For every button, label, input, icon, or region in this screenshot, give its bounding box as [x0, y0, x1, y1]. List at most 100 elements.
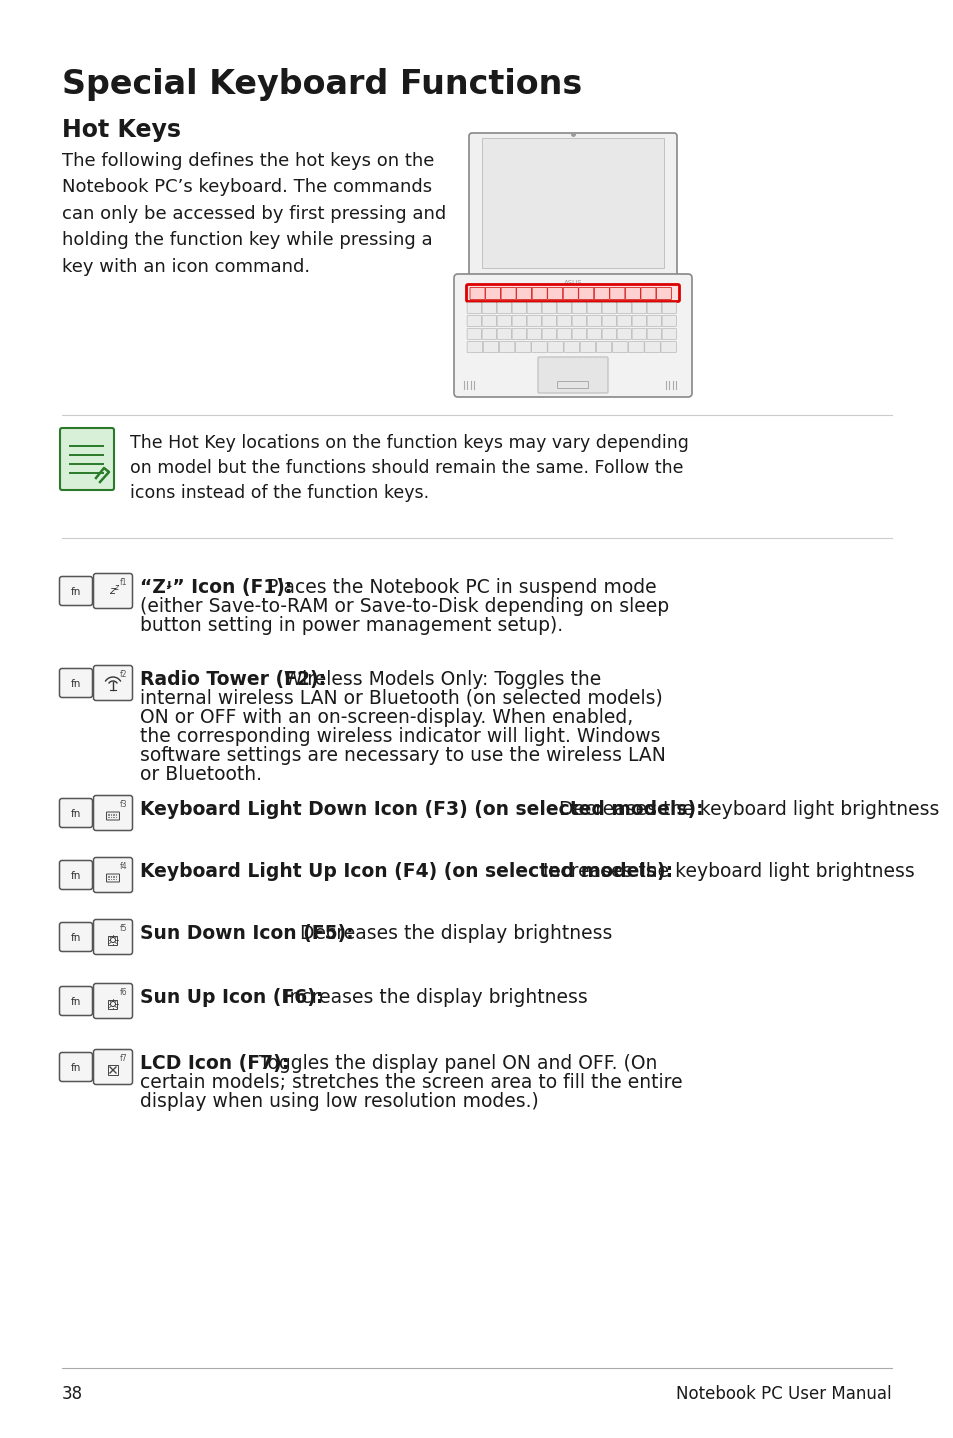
FancyBboxPatch shape [628, 342, 643, 352]
FancyBboxPatch shape [557, 315, 571, 326]
FancyBboxPatch shape [646, 329, 660, 339]
FancyBboxPatch shape [547, 342, 562, 352]
Text: fn: fn [71, 679, 81, 689]
Text: display when using low resolution modes.): display when using low resolution modes.… [140, 1091, 538, 1112]
Text: The Hot Key locations on the function keys may vary depending
on model but the f: The Hot Key locations on the function ke… [130, 434, 688, 502]
FancyBboxPatch shape [93, 857, 132, 893]
Bar [111, 817, 112, 818]
FancyBboxPatch shape [469, 132, 677, 279]
FancyBboxPatch shape [60, 429, 113, 490]
Bar [113, 879, 115, 880]
FancyBboxPatch shape [557, 302, 571, 313]
Text: f4: f4 [119, 861, 127, 871]
FancyBboxPatch shape [557, 381, 588, 388]
Text: LCD Icon (F7):: LCD Icon (F7): [140, 1054, 289, 1073]
Text: ASUS: ASUS [563, 280, 581, 286]
FancyBboxPatch shape [617, 302, 631, 313]
FancyBboxPatch shape [586, 315, 600, 326]
Bar [109, 999, 117, 1008]
FancyBboxPatch shape [93, 666, 132, 700]
FancyBboxPatch shape [563, 342, 578, 352]
FancyBboxPatch shape [93, 984, 132, 1018]
FancyBboxPatch shape [497, 329, 511, 339]
FancyBboxPatch shape [59, 577, 92, 605]
FancyBboxPatch shape [59, 669, 92, 697]
FancyBboxPatch shape [107, 874, 119, 881]
Text: fn: fn [71, 871, 81, 881]
Bar [113, 876, 115, 877]
Bar [113, 814, 115, 815]
FancyBboxPatch shape [497, 302, 511, 313]
Text: certain models; stretches the screen area to fill the entire: certain models; stretches the screen are… [140, 1073, 682, 1091]
FancyBboxPatch shape [572, 315, 586, 326]
Bar [111, 876, 112, 877]
FancyBboxPatch shape [59, 798, 92, 827]
FancyBboxPatch shape [485, 288, 500, 299]
Text: The following defines the hot keys on the
Notebook PC’s keyboard. The commands
c: The following defines the hot keys on th… [62, 152, 446, 276]
Text: the corresponding wireless indicator will light. Windows: the corresponding wireless indicator wil… [140, 728, 659, 746]
FancyBboxPatch shape [632, 302, 646, 313]
Text: Keyboard Light Up Icon (F4) (on selected models):: Keyboard Light Up Icon (F4) (on selected… [140, 861, 673, 881]
FancyBboxPatch shape [617, 329, 631, 339]
Text: f1: f1 [119, 578, 127, 587]
FancyBboxPatch shape [512, 302, 526, 313]
FancyBboxPatch shape [515, 342, 531, 352]
FancyBboxPatch shape [467, 329, 481, 339]
FancyBboxPatch shape [531, 342, 547, 352]
Text: Increases the keyboard light brightness: Increases the keyboard light brightness [537, 861, 914, 881]
Text: Places the Notebook PC in suspend mode: Places the Notebook PC in suspend mode [261, 578, 657, 597]
Text: Toggles the display panel ON and OFF. (On: Toggles the display panel ON and OFF. (O… [253, 1054, 657, 1073]
FancyBboxPatch shape [107, 812, 119, 820]
Bar [111, 879, 112, 880]
FancyBboxPatch shape [481, 329, 496, 339]
FancyBboxPatch shape [541, 302, 556, 313]
Text: f2: f2 [119, 670, 127, 679]
FancyBboxPatch shape [572, 329, 586, 339]
Bar [109, 936, 117, 945]
Text: or Bluetooth.: or Bluetooth. [140, 765, 262, 784]
FancyBboxPatch shape [609, 288, 624, 299]
FancyBboxPatch shape [467, 315, 481, 326]
FancyBboxPatch shape [594, 288, 609, 299]
FancyBboxPatch shape [646, 315, 660, 326]
Bar [116, 879, 117, 880]
FancyBboxPatch shape [93, 1050, 132, 1084]
FancyBboxPatch shape [578, 288, 593, 299]
FancyBboxPatch shape [93, 919, 132, 955]
Text: fn: fn [71, 933, 81, 943]
FancyBboxPatch shape [498, 342, 515, 352]
Text: z: z [113, 584, 118, 592]
FancyBboxPatch shape [93, 574, 132, 608]
FancyBboxPatch shape [527, 329, 541, 339]
FancyBboxPatch shape [541, 329, 556, 339]
FancyBboxPatch shape [59, 986, 92, 1015]
FancyBboxPatch shape [596, 342, 611, 352]
Text: Increases the display brightness: Increases the display brightness [277, 988, 587, 1007]
FancyBboxPatch shape [467, 302, 481, 313]
Text: (either Save-to-RAM or Save-to-Disk depending on sleep: (either Save-to-RAM or Save-to-Disk depe… [140, 597, 668, 615]
Text: internal wireless LAN or Bluetooth (on selected models): internal wireless LAN or Bluetooth (on s… [140, 689, 662, 707]
Text: z: z [109, 587, 114, 595]
FancyBboxPatch shape [632, 315, 646, 326]
FancyBboxPatch shape [557, 329, 571, 339]
FancyBboxPatch shape [562, 288, 578, 299]
Text: fn: fn [71, 810, 81, 820]
FancyBboxPatch shape [661, 315, 676, 326]
FancyBboxPatch shape [527, 302, 541, 313]
FancyBboxPatch shape [625, 288, 639, 299]
FancyBboxPatch shape [481, 138, 663, 267]
Bar [111, 814, 112, 815]
Text: Sun Up Icon (F6):: Sun Up Icon (F6): [140, 988, 323, 1007]
FancyBboxPatch shape [481, 302, 496, 313]
Text: 38: 38 [62, 1385, 83, 1403]
FancyBboxPatch shape [579, 342, 595, 352]
Bar [109, 879, 110, 880]
Text: f5: f5 [119, 925, 127, 933]
Text: Special Keyboard Functions: Special Keyboard Functions [62, 68, 581, 101]
FancyBboxPatch shape [661, 329, 676, 339]
Text: Radio Tower (F2):: Radio Tower (F2): [140, 670, 326, 689]
Text: fn: fn [71, 997, 81, 1007]
FancyBboxPatch shape [512, 329, 526, 339]
Text: f7: f7 [119, 1054, 127, 1063]
FancyBboxPatch shape [483, 342, 498, 352]
